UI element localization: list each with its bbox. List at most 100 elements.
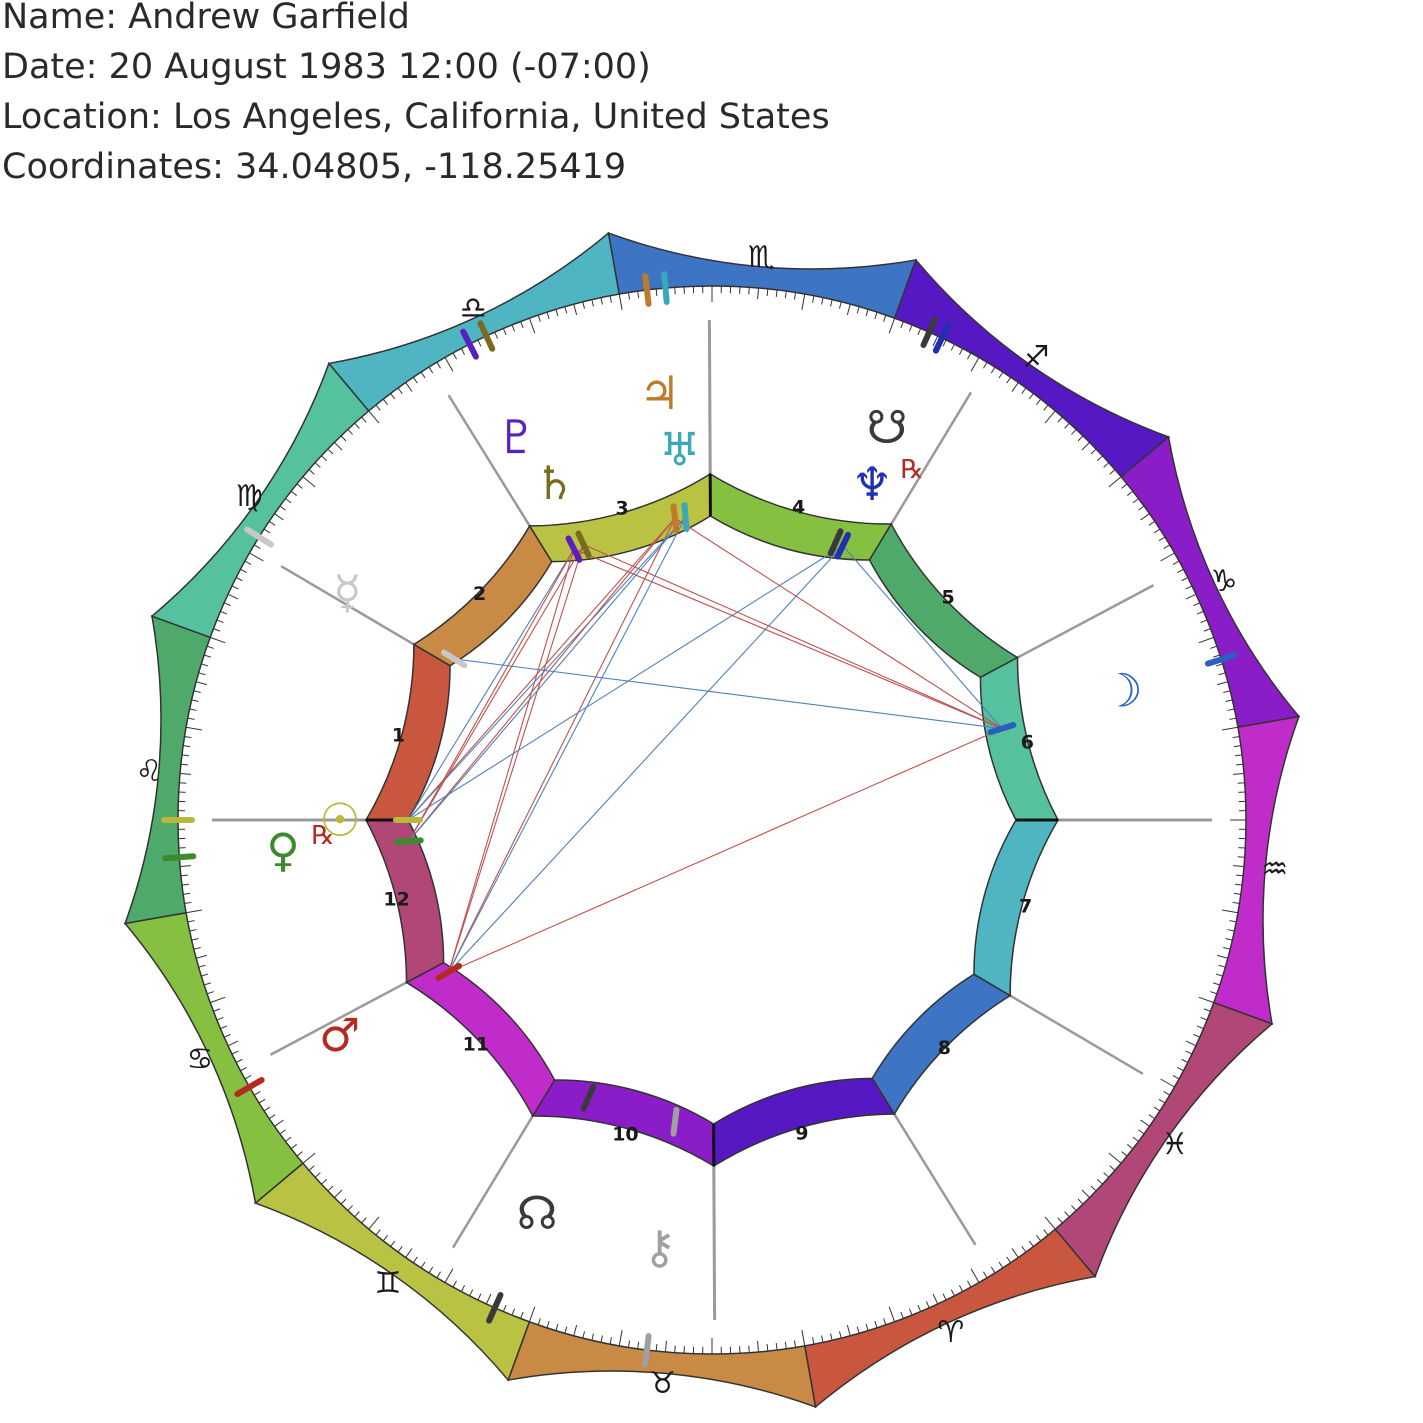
degree-tick xyxy=(865,309,869,317)
degree-tick xyxy=(1021,387,1027,394)
degree-tick xyxy=(1225,938,1233,941)
degree-tick xyxy=(1090,1185,1097,1192)
degree-tick xyxy=(600,297,603,305)
degree-tick xyxy=(1138,505,1145,511)
degree-tick xyxy=(564,306,568,314)
mercury-planet-icon: ☿ xyxy=(333,565,361,619)
degree-tick xyxy=(582,301,585,309)
degree-tick xyxy=(1097,455,1103,461)
aspect-line-sun-neptune xyxy=(407,545,844,821)
degree-tick xyxy=(1064,1211,1070,1218)
degree-tick xyxy=(181,754,189,757)
house-cusp-line-11 xyxy=(451,1115,534,1249)
degree-tick xyxy=(1232,865,1245,868)
house-number-3: 3 xyxy=(616,498,629,520)
degree-tick xyxy=(1223,947,1231,950)
degree-tick xyxy=(1160,1078,1175,1088)
degree-tick xyxy=(382,1234,388,1242)
degree-tick xyxy=(502,1304,507,1312)
degree-tick xyxy=(839,301,842,309)
cancer-sign-icon: ♋ xyxy=(186,1042,213,1077)
degree-tick xyxy=(210,996,226,1004)
degree-tick xyxy=(302,1152,316,1164)
degree-tick xyxy=(1148,520,1155,526)
degree-tick xyxy=(1185,1040,1197,1047)
degree-tick xyxy=(1217,954,1228,959)
chiron-inner-marker xyxy=(670,1106,680,1137)
degree-tick xyxy=(766,1344,769,1352)
house-number-1: 1 xyxy=(392,725,405,747)
uranus-planet-icon: ♅ xyxy=(659,422,700,476)
degree-tick xyxy=(546,311,550,319)
degree-tick xyxy=(1210,991,1218,995)
degree-tick xyxy=(223,1033,231,1038)
degree-tick xyxy=(1235,883,1243,886)
aspect-line-mars-uranus xyxy=(448,516,686,973)
degree-tick xyxy=(314,1172,321,1178)
degree-tick xyxy=(511,1308,516,1316)
degree-tick xyxy=(1215,663,1223,667)
degree-tick xyxy=(274,1119,284,1127)
degree-tick xyxy=(1177,1066,1184,1072)
degree-tick xyxy=(757,1340,760,1353)
degree-tick xyxy=(249,552,264,562)
degree-tick xyxy=(405,382,413,392)
saturn-inner-marker xyxy=(575,530,592,559)
north-node-inner-marker xyxy=(580,1083,597,1112)
degree-tick xyxy=(412,377,418,384)
degree-tick xyxy=(469,1289,474,1297)
degree-tick xyxy=(382,398,388,406)
degree-tick xyxy=(967,352,972,360)
degree-tick xyxy=(258,1098,266,1104)
degree-tick xyxy=(537,314,541,322)
degree-tick xyxy=(244,560,252,565)
degree-tick xyxy=(856,1326,860,1334)
degree-tick xyxy=(1140,1119,1150,1127)
degree-tick xyxy=(361,416,367,423)
chiron-planet-icon: ⚷ xyxy=(643,1220,677,1274)
degree-tick xyxy=(279,505,286,511)
degree-tick xyxy=(1177,568,1184,574)
degree-tick xyxy=(1232,772,1245,775)
degree-tick xyxy=(627,1340,631,1348)
degree-tick xyxy=(1181,577,1189,582)
degree-tick xyxy=(932,335,939,347)
degree-tick xyxy=(186,909,202,914)
degree-tick xyxy=(285,498,292,504)
degree-tick xyxy=(1185,593,1197,600)
degree-tick xyxy=(1210,645,1218,649)
moon-inner-marker xyxy=(987,721,1017,736)
degree-tick xyxy=(477,339,482,347)
degree-tick xyxy=(1064,422,1070,429)
degree-tick xyxy=(354,1211,360,1218)
degree-tick xyxy=(908,324,913,332)
uranus-inner-marker xyxy=(681,502,690,533)
aspect-line-mars-saturn xyxy=(448,544,585,973)
degree-tick xyxy=(1232,901,1240,905)
degree-tick xyxy=(932,1293,939,1305)
south-node-planet-icon: ☋ xyxy=(866,400,907,454)
pluto-inner-marker xyxy=(565,535,583,563)
degree-tick xyxy=(183,892,191,895)
degree-tick xyxy=(784,291,787,299)
degree-tick xyxy=(308,1165,315,1171)
house-number-10: 10 xyxy=(612,1123,638,1145)
degree-tick xyxy=(874,311,878,319)
degree-tick xyxy=(950,343,955,351)
degree-tick xyxy=(180,874,188,877)
degree-tick xyxy=(444,357,454,372)
degree-tick xyxy=(784,1341,787,1349)
degree-tick xyxy=(917,328,922,336)
degree-tick xyxy=(428,1266,434,1274)
degree-tick xyxy=(1227,708,1235,711)
degree-tick xyxy=(1109,469,1116,475)
degree-tick xyxy=(1081,442,1090,451)
degree-tick xyxy=(1163,544,1170,550)
degree-tick xyxy=(775,289,778,297)
degree-tick xyxy=(420,371,426,379)
degree-tick xyxy=(1236,763,1244,766)
degree-tick xyxy=(1181,1058,1189,1063)
degree-tick xyxy=(655,288,658,296)
degree-tick xyxy=(883,314,887,322)
degree-tick xyxy=(846,1325,851,1336)
